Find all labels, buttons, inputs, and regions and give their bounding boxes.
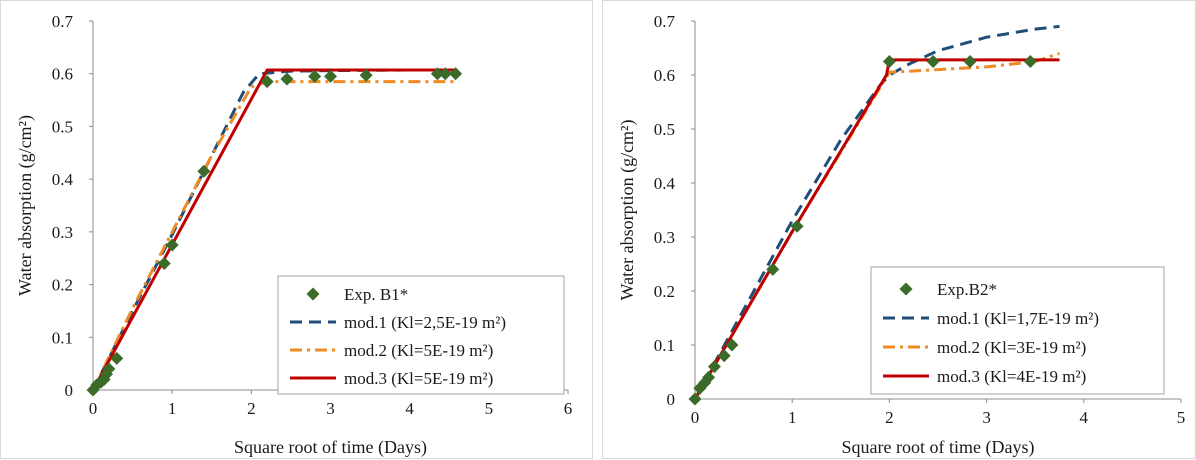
legend-label: mod.1 (Kl=1,7E-19 m²): [937, 309, 1099, 328]
data-point-b2: [688, 392, 702, 406]
legend-key-marker: [306, 287, 320, 301]
legend-label: Exp. B1*: [344, 285, 408, 304]
y-axis-title: Water absorption (g/cm²): [15, 115, 36, 296]
data-point-b2: [882, 55, 896, 68]
series-line-b2-mod3: [693, 58, 1060, 400]
data-point-b1: [438, 67, 452, 81]
y-tick-label: 0: [667, 390, 676, 409]
y-tick-label: 0.2: [654, 282, 675, 301]
legend-box: [870, 266, 1165, 395]
data-point-b2: [702, 370, 716, 384]
series-line-b1-mod2: [91, 80, 458, 391]
data-point-b1: [197, 164, 211, 178]
y-tick-label: 0.6: [654, 66, 675, 85]
y-tick-label: 0.5: [654, 120, 675, 139]
legend-label: mod.2 (Kl=5E-19 m²): [344, 341, 493, 360]
y-tick-label: 0.1: [654, 336, 675, 355]
data-point-b1: [308, 69, 322, 83]
chart-panel-b1: 0 0.1 0.2 0.3 0.4 0.5 0.6 0.7 0 1 2 3 4 5 6 Square root…: [0, 0, 593, 459]
data-point-b1: [324, 69, 337, 83]
y-tick-label: 0.2: [52, 276, 73, 295]
data-point-b1: [449, 67, 463, 81]
data-point-b2: [766, 262, 780, 276]
x-tick-label: 0: [691, 408, 700, 427]
x-tick-label: 3: [326, 399, 335, 418]
data-point-b1: [157, 256, 171, 270]
chart-b1: 0 0.1 0.2 0.3 0.4 0.5 0.6 0.7 0 1 2 3 4 5 6 Square root…: [15, 12, 573, 458]
data-point-b2: [790, 219, 804, 233]
data-point-b2: [1023, 55, 1037, 68]
y-tick-label: 0.7: [52, 12, 74, 31]
data-point-b1: [102, 362, 116, 376]
data-point-b2: [963, 55, 977, 68]
chart-panel-b2: 0 0.1 0.2 0.3 0.4 0.5 0.6 0.7 0 1 2 3 4 5 Square root …: [602, 0, 1196, 459]
data-point-b1: [165, 238, 179, 252]
x-tick-label: 3: [982, 408, 991, 427]
legend-box: [277, 275, 565, 395]
x-tick-label: 5: [485, 399, 494, 418]
legend-label: mod.3 (Kl=5E-19 m²): [344, 369, 493, 388]
legend-label: mod.1 (Kl=2,5E-19 m²): [344, 313, 506, 332]
y-tick-label: 0.7: [654, 12, 676, 31]
data-point-b2: [725, 338, 739, 352]
x-tick-label: 5: [1177, 408, 1186, 427]
x-tick-label: 4: [1080, 408, 1089, 427]
y-axis-title: Water absorption (g/cm²): [617, 120, 638, 301]
y-tick-label: 0.4: [654, 174, 676, 193]
series-line-b1-mod3: [91, 68, 458, 391]
data-point-b1: [359, 68, 373, 82]
legend-label: mod.3 (Kl=4E-19 m²): [937, 367, 1086, 386]
x-tick-label: 1: [788, 408, 797, 427]
x-tick-label: 4: [405, 399, 414, 418]
y-tick-label: 0.3: [52, 223, 73, 242]
x-tick-label: 0: [89, 399, 98, 418]
data-point-b1: [260, 75, 274, 89]
y-tick-label: 0.5: [52, 117, 73, 136]
data-point-b1: [110, 351, 124, 365]
x-tick-label: 2: [885, 408, 894, 427]
x-axis-title: Square root of time (Days): [234, 437, 427, 458]
y-tick-label: 0: [65, 381, 74, 400]
legend-b1: Exp. B1* mod.1 (Kl=2,5E-19 m²) mod.2 (Kl=5…: [277, 275, 565, 395]
y-tick-label: 0.3: [654, 228, 675, 247]
series-line-b2-mod1: [693, 24, 1060, 400]
x-axis-title: Square root of time (Days): [842, 437, 1035, 458]
series-line-b1-mod1: [91, 68, 458, 391]
x-tick-label: 6: [564, 399, 573, 418]
chart-b2: 0 0.1 0.2 0.3 0.4 0.5 0.6 0.7 0 1 2 3 4 5 Square root …: [617, 12, 1186, 458]
y-tick-label: 0.1: [52, 328, 73, 347]
legend-label: Exp.B2*: [937, 280, 997, 299]
legend-b2: Exp.B2* mod.1 (Kl=1,7E-19 m²) mod.2 (Kl=3E…: [870, 266, 1165, 395]
data-point-b2: [707, 360, 721, 374]
data-point-b2: [926, 55, 940, 68]
data-point-b1: [430, 67, 444, 81]
x-tick-label: 2: [247, 399, 256, 418]
legend-key-marker: [899, 282, 913, 296]
data-point-b2: [717, 349, 731, 363]
y-tick-label: 0.6: [52, 65, 73, 84]
x-tick-label: 1: [168, 399, 177, 418]
y-tick-label: 0.4: [52, 170, 74, 189]
legend-label: mod.2 (Kl=3E-19 m²): [937, 338, 1086, 357]
data-point-b1: [280, 72, 294, 86]
